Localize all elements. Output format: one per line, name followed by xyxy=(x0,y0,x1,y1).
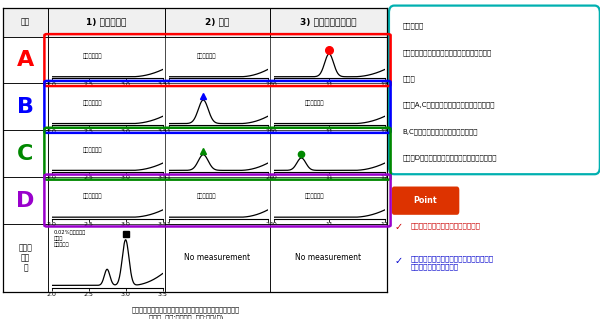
Text: 検出限界以下: 検出限界以下 xyxy=(83,100,102,106)
Text: ・製品Dからは両成分ともに検出限界以下です。: ・製品Dからは両成分ともに検出限界以下です。 xyxy=(403,154,497,161)
FancyBboxPatch shape xyxy=(392,187,460,215)
Text: リファ
レン
ス: リファ レン ス xyxy=(19,243,32,273)
Text: B: B xyxy=(17,97,34,117)
Text: 表：クロマトグラフィーによる消毒用アルコールの分析結果
グラフ  縦軸:任意強度  横軸:時間(分): 表：クロマトグラフィーによる消毒用アルコールの分析結果 グラフ 縦軸:任意強度 … xyxy=(132,307,240,319)
Text: 検出限界以下: 検出限界以下 xyxy=(305,100,324,106)
Text: 検出限界以下: 検出限界以下 xyxy=(305,194,324,199)
Text: B,Cからは乳酸が検出されています。: B,Cからは乳酸が検出されています。 xyxy=(403,128,478,135)
Text: A: A xyxy=(17,50,34,70)
Text: C: C xyxy=(17,144,34,164)
Text: 2) 乳酸: 2) 乳酸 xyxy=(205,18,230,27)
FancyBboxPatch shape xyxy=(389,6,600,174)
Text: 検出限界以下: 検出限界以下 xyxy=(196,53,216,59)
Text: です。: です。 xyxy=(403,75,415,82)
Text: No measurement: No measurement xyxy=(295,253,362,263)
Text: 検出限界以下: 検出限界以下 xyxy=(83,147,102,152)
Text: ✓: ✓ xyxy=(394,222,403,232)
Text: 0.02%メタノール
を含む
アルコール: 0.02%メタノール を含む アルコール xyxy=(54,230,86,247)
Text: 検出限界以下: 検出限界以下 xyxy=(196,194,216,199)
Text: ✓: ✓ xyxy=(394,256,403,266)
Text: Point: Point xyxy=(413,196,437,205)
Text: 1) メタノール: 1) メタノール xyxy=(86,18,127,27)
Text: 検出限界以下: 検出限界以下 xyxy=(83,194,102,199)
Text: 検出限界以下: 検出限界以下 xyxy=(83,53,102,59)
Text: 分析結果：: 分析結果： xyxy=(403,23,424,29)
Text: ・製品A,Cからはベンザルコニウム、また製品: ・製品A,Cからはベンザルコニウム、また製品 xyxy=(403,102,495,108)
Text: D: D xyxy=(16,190,35,211)
Text: No measurement: No measurement xyxy=(184,253,251,263)
Text: 3) ベンザルコニウム: 3) ベンザルコニウム xyxy=(300,18,357,27)
Text: 製品: 製品 xyxy=(21,18,30,27)
Text: 主剤エタノール以外の成分が含まれている
かどうかがわかります。: 主剤エタノール以外の成分が含まれている かどうかがわかります。 xyxy=(411,256,494,270)
Text: ・すべての製品からメタノールは検出限界以下: ・すべての製品からメタノールは検出限界以下 xyxy=(403,49,492,56)
Text: メタノールの含有量がわかります。: メタノールの含有量がわかります。 xyxy=(411,222,481,229)
